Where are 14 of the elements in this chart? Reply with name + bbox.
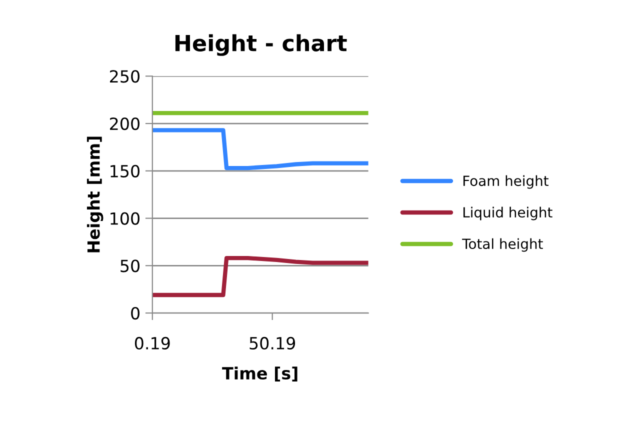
y-tick-label: 250	[110, 70, 140, 83]
legend-label: Total height	[462, 238, 543, 252]
legend-label: Foam height	[463, 175, 548, 189]
x-axis-title: Time [s]	[222, 366, 298, 382]
y-tick-label: 0	[131, 306, 140, 320]
y-tick-label: 150	[110, 164, 140, 178]
chart-title: Height - chart	[175, 34, 347, 56]
y-tick-label: 200	[110, 117, 140, 130]
legend-label: Liquid height	[463, 206, 552, 220]
x-tick-label: 50.19	[250, 336, 296, 350]
y-tick-label: 50	[120, 260, 140, 272]
x-tick-label: 0.19	[134, 336, 170, 350]
y-axis-title: Height [mm]	[86, 136, 104, 252]
y-tick-label: 100	[110, 212, 140, 225]
